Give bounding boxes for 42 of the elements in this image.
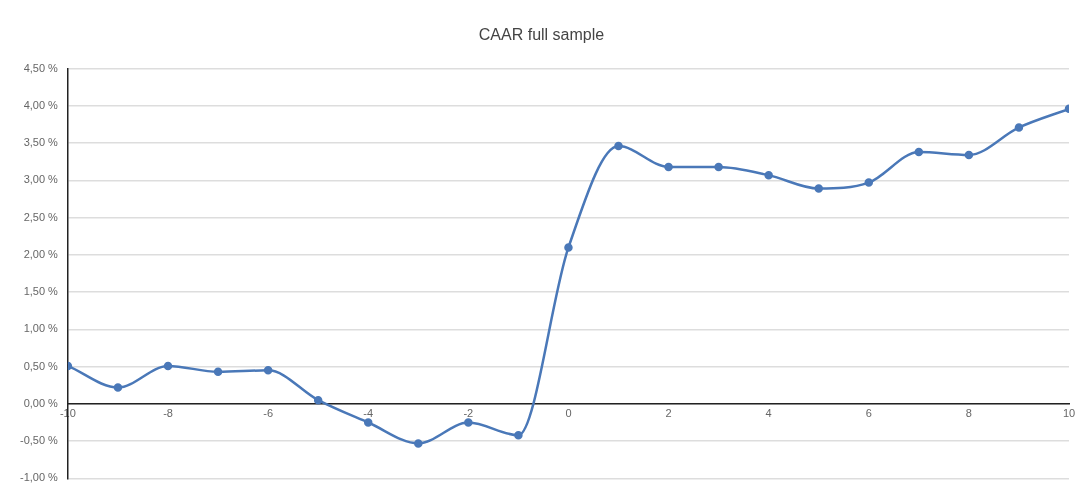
point xyxy=(313,395,323,405)
point xyxy=(864,178,874,187)
x-tick-label: 2 xyxy=(665,406,672,419)
y-tick-label: -1,00 % xyxy=(19,471,59,484)
y-tick-label: 1,00 % xyxy=(23,322,59,335)
x-tick-label: 6 xyxy=(865,406,872,419)
y-tick-label: 2,50 % xyxy=(23,210,59,223)
x-tick-label: 10 xyxy=(1062,406,1076,419)
y-tick-label: 1,50 % xyxy=(23,285,59,298)
point xyxy=(363,418,373,427)
x-tick-label: -4 xyxy=(363,406,374,419)
y-tick-label: 4,50 % xyxy=(23,61,59,74)
point xyxy=(414,439,423,448)
point xyxy=(764,170,773,180)
y-tick-label: 2,00 % xyxy=(23,247,59,260)
point xyxy=(213,367,223,377)
x-tick-label: 0 xyxy=(565,406,572,419)
point xyxy=(113,383,123,392)
y-tick-label: -0,50 % xyxy=(19,434,59,447)
point xyxy=(914,147,924,157)
point xyxy=(1014,123,1024,132)
y-tick-label: 3,50 % xyxy=(23,136,59,149)
point xyxy=(664,162,673,172)
point xyxy=(814,184,823,193)
y-tick-label: 0,50 % xyxy=(23,359,59,372)
chart-title: CAAR full sample xyxy=(477,25,606,45)
point xyxy=(163,361,173,371)
point xyxy=(514,430,523,440)
x-tick-label: -6 xyxy=(263,406,274,419)
point xyxy=(964,150,974,160)
point xyxy=(564,243,573,252)
y-tick-label: 3,00 % xyxy=(23,173,59,186)
x-tick-label: -8 xyxy=(163,406,173,419)
y-tick-label: 4,00 % xyxy=(23,98,59,111)
point xyxy=(614,141,623,151)
x-tick-label: 4 xyxy=(765,406,772,419)
y-tick-label: 0,00 % xyxy=(23,396,59,409)
point xyxy=(464,418,473,427)
point xyxy=(714,162,723,172)
point xyxy=(263,366,273,375)
x-tick-label: 8 xyxy=(965,406,972,419)
x-tick-label: -2 xyxy=(463,406,474,419)
